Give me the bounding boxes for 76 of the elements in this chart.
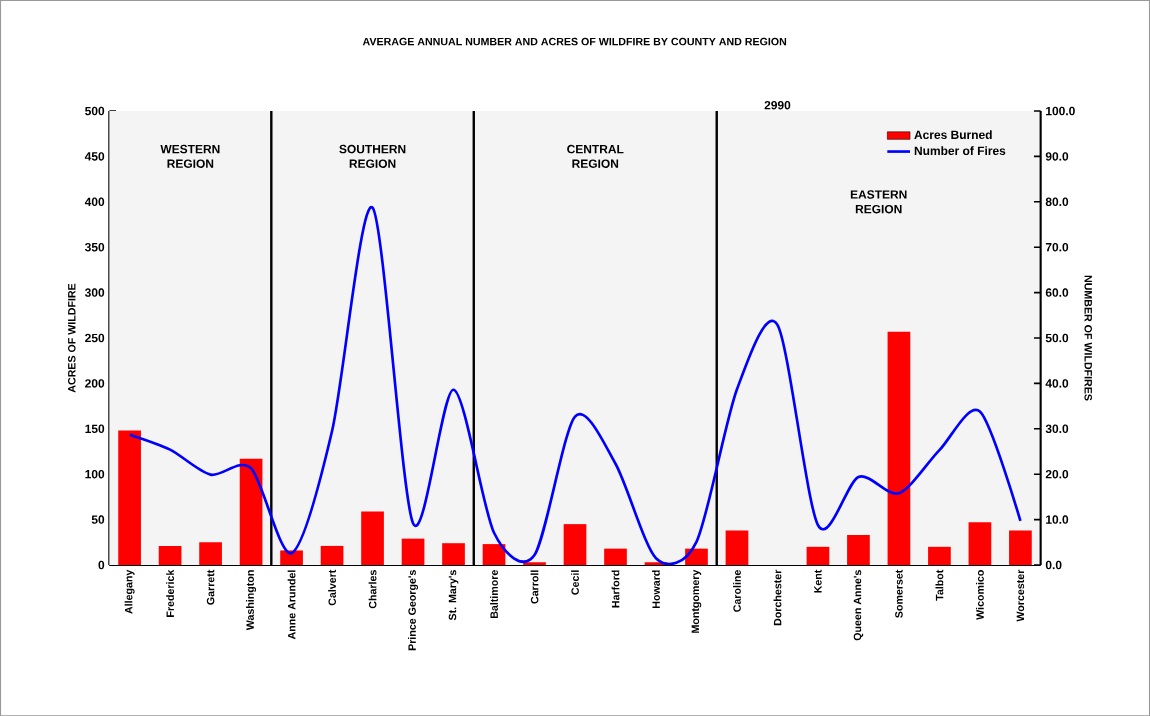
y2-tick-label: 40.0 <box>1045 378 1069 388</box>
band-label: SOUTHERN REGION <box>339 144 406 168</box>
bar <box>482 543 506 565</box>
bar <box>928 546 951 565</box>
y-tick-label: 100 <box>85 469 105 479</box>
y2-tick-label: 30.0 <box>1045 424 1069 433</box>
x-tick-label: Cecil <box>571 570 579 595</box>
y2-tick-label: 70.0 <box>1045 242 1069 252</box>
y-tick-label: 500 <box>85 106 105 116</box>
x-tick-label: Washington <box>246 570 257 630</box>
band-label: CENTRAL REGION <box>567 144 624 168</box>
bar <box>1009 530 1032 565</box>
y-tick-label: 0 <box>98 560 105 570</box>
legend-label: Number of Fires <box>914 146 1006 155</box>
chart-title: AVERAGE ANNUAL NUMBER AND ACRES OF WILDFIRE BY COUNTY AND REGION <box>362 37 787 46</box>
bar <box>118 430 141 565</box>
y-tick-label: 400 <box>84 197 105 206</box>
bar <box>887 331 911 565</box>
bar <box>320 545 344 565</box>
y-tick-label: 250 <box>85 333 105 343</box>
x-tick-label: Howard <box>652 570 660 608</box>
x-tick-label: Worcester <box>1016 569 1025 622</box>
x-tick-label: Prince George's <box>408 569 419 650</box>
x-tick-label: Anne Arundel <box>287 570 296 639</box>
x-tick-label: Caroline <box>733 569 741 612</box>
band-label: WESTERN REGION <box>160 144 220 168</box>
x-tick-label: Calvert <box>328 569 336 606</box>
y-tick-label: 150 <box>85 424 105 433</box>
bar <box>280 550 303 565</box>
bar <box>685 548 708 565</box>
legend-label: Acres Burned <box>914 130 992 139</box>
y2-tick-label: 90.0 <box>1045 151 1069 161</box>
y-tick-label: 50 <box>91 515 105 524</box>
y2-tick-label: 20.0 <box>1045 469 1069 479</box>
y-tick-label: 300 <box>84 288 105 297</box>
y2-tick-label: 100.0 <box>1046 106 1075 116</box>
bar <box>199 542 222 565</box>
y2-tick-label: 0.0 <box>1045 560 1062 570</box>
y2-axis-title: NUMBER OF WILDFIRES <box>1084 275 1092 401</box>
x-tick-label: Carroll <box>530 570 539 604</box>
annotation: 2990 <box>764 100 791 110</box>
band-label: EASTERN REGION <box>850 190 907 214</box>
x-tick-label: Wicomico <box>976 569 984 620</box>
y-axis-title: ACRES OF WILDFIRE <box>68 283 76 393</box>
x-tick-label: Charles <box>368 569 377 609</box>
y2-tick-label: 80.0 <box>1045 197 1069 206</box>
bar <box>847 534 870 565</box>
x-tick-label: Somerset <box>895 569 903 618</box>
x-tick-label: Dorchester <box>773 569 782 625</box>
x-tick-label: Queen Anne's <box>853 569 864 641</box>
y-tick-label: 450 <box>84 151 105 161</box>
bar <box>725 530 749 565</box>
bar <box>361 511 384 565</box>
y2-tick-label: 10.0 <box>1046 515 1069 524</box>
bar <box>806 546 830 565</box>
x-tick-label: Frederick <box>166 569 174 617</box>
x-tick-label: Talbot <box>935 569 944 601</box>
y-tick-label: 200 <box>85 378 105 388</box>
x-tick-label: Kent <box>814 569 822 593</box>
y2-tick-label: 50.0 <box>1045 333 1069 343</box>
bar <box>158 545 182 565</box>
x-tick-label: Baltimore <box>490 569 498 618</box>
bar <box>968 522 992 565</box>
x-tick-label: Allegany <box>124 569 135 614</box>
x-tick-label: Montgomery <box>691 569 702 633</box>
bar <box>442 543 465 565</box>
bar <box>604 548 627 565</box>
x-tick-label: St. Mary's <box>448 569 459 621</box>
bar <box>563 523 587 565</box>
bar <box>523 562 546 565</box>
y-tick-label: 350 <box>84 242 105 252</box>
y2-tick-label: 60.0 <box>1045 288 1069 297</box>
x-tick-label: Garrett <box>206 569 215 605</box>
bar <box>401 538 425 565</box>
x-tick-label: Harford <box>611 570 620 608</box>
bar <box>239 458 263 565</box>
